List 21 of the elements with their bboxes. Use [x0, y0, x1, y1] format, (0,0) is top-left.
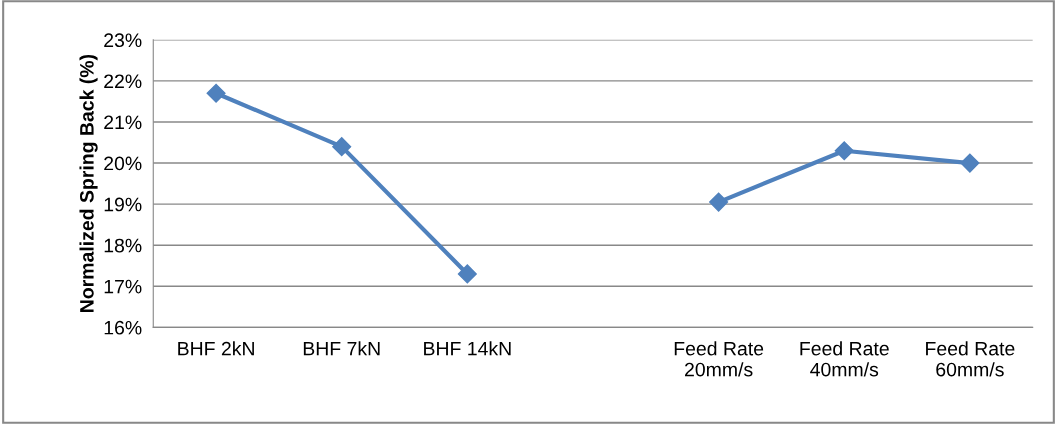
- y-tick-label: 19%: [104, 197, 142, 212]
- y-tick-label: 18%: [104, 238, 142, 253]
- y-tick-label: 22%: [104, 74, 142, 89]
- point: [332, 137, 352, 157]
- point: [457, 264, 477, 284]
- y-tick-label: 16%: [104, 320, 142, 335]
- y-tick-label: 21%: [104, 115, 142, 130]
- x-tick-label: Feed Rate 20mm/s: [674, 341, 764, 377]
- x-tick-label: BHF 14kN: [424, 341, 511, 356]
- x-tick-label: Feed Rate 60mm/s: [926, 341, 1015, 377]
- x-tick-label: BHF 7kN: [303, 341, 380, 356]
- point: [206, 83, 226, 103]
- point: [960, 153, 980, 173]
- y-tick-label: 23%: [104, 33, 142, 48]
- point: [709, 192, 729, 212]
- x-tick-label: BHF 2kN: [178, 341, 254, 356]
- y-tick-label: 17%: [104, 279, 142, 294]
- x-tick-label: Feed Rate 40mm/s: [800, 341, 889, 377]
- point: [834, 141, 854, 161]
- y-tick-label: 20%: [104, 156, 142, 171]
- y-axis-title: Normalized Spring Back (%): [79, 54, 98, 312]
